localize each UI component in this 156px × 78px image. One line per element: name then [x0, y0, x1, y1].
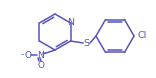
Text: N: N	[37, 50, 43, 60]
Text: S: S	[84, 39, 90, 48]
Text: -: -	[21, 50, 24, 60]
Text: O: O	[24, 50, 32, 60]
Text: Cl: Cl	[137, 32, 146, 40]
Text: N: N	[67, 18, 74, 27]
Text: O: O	[37, 61, 44, 69]
Text: +: +	[41, 50, 46, 55]
